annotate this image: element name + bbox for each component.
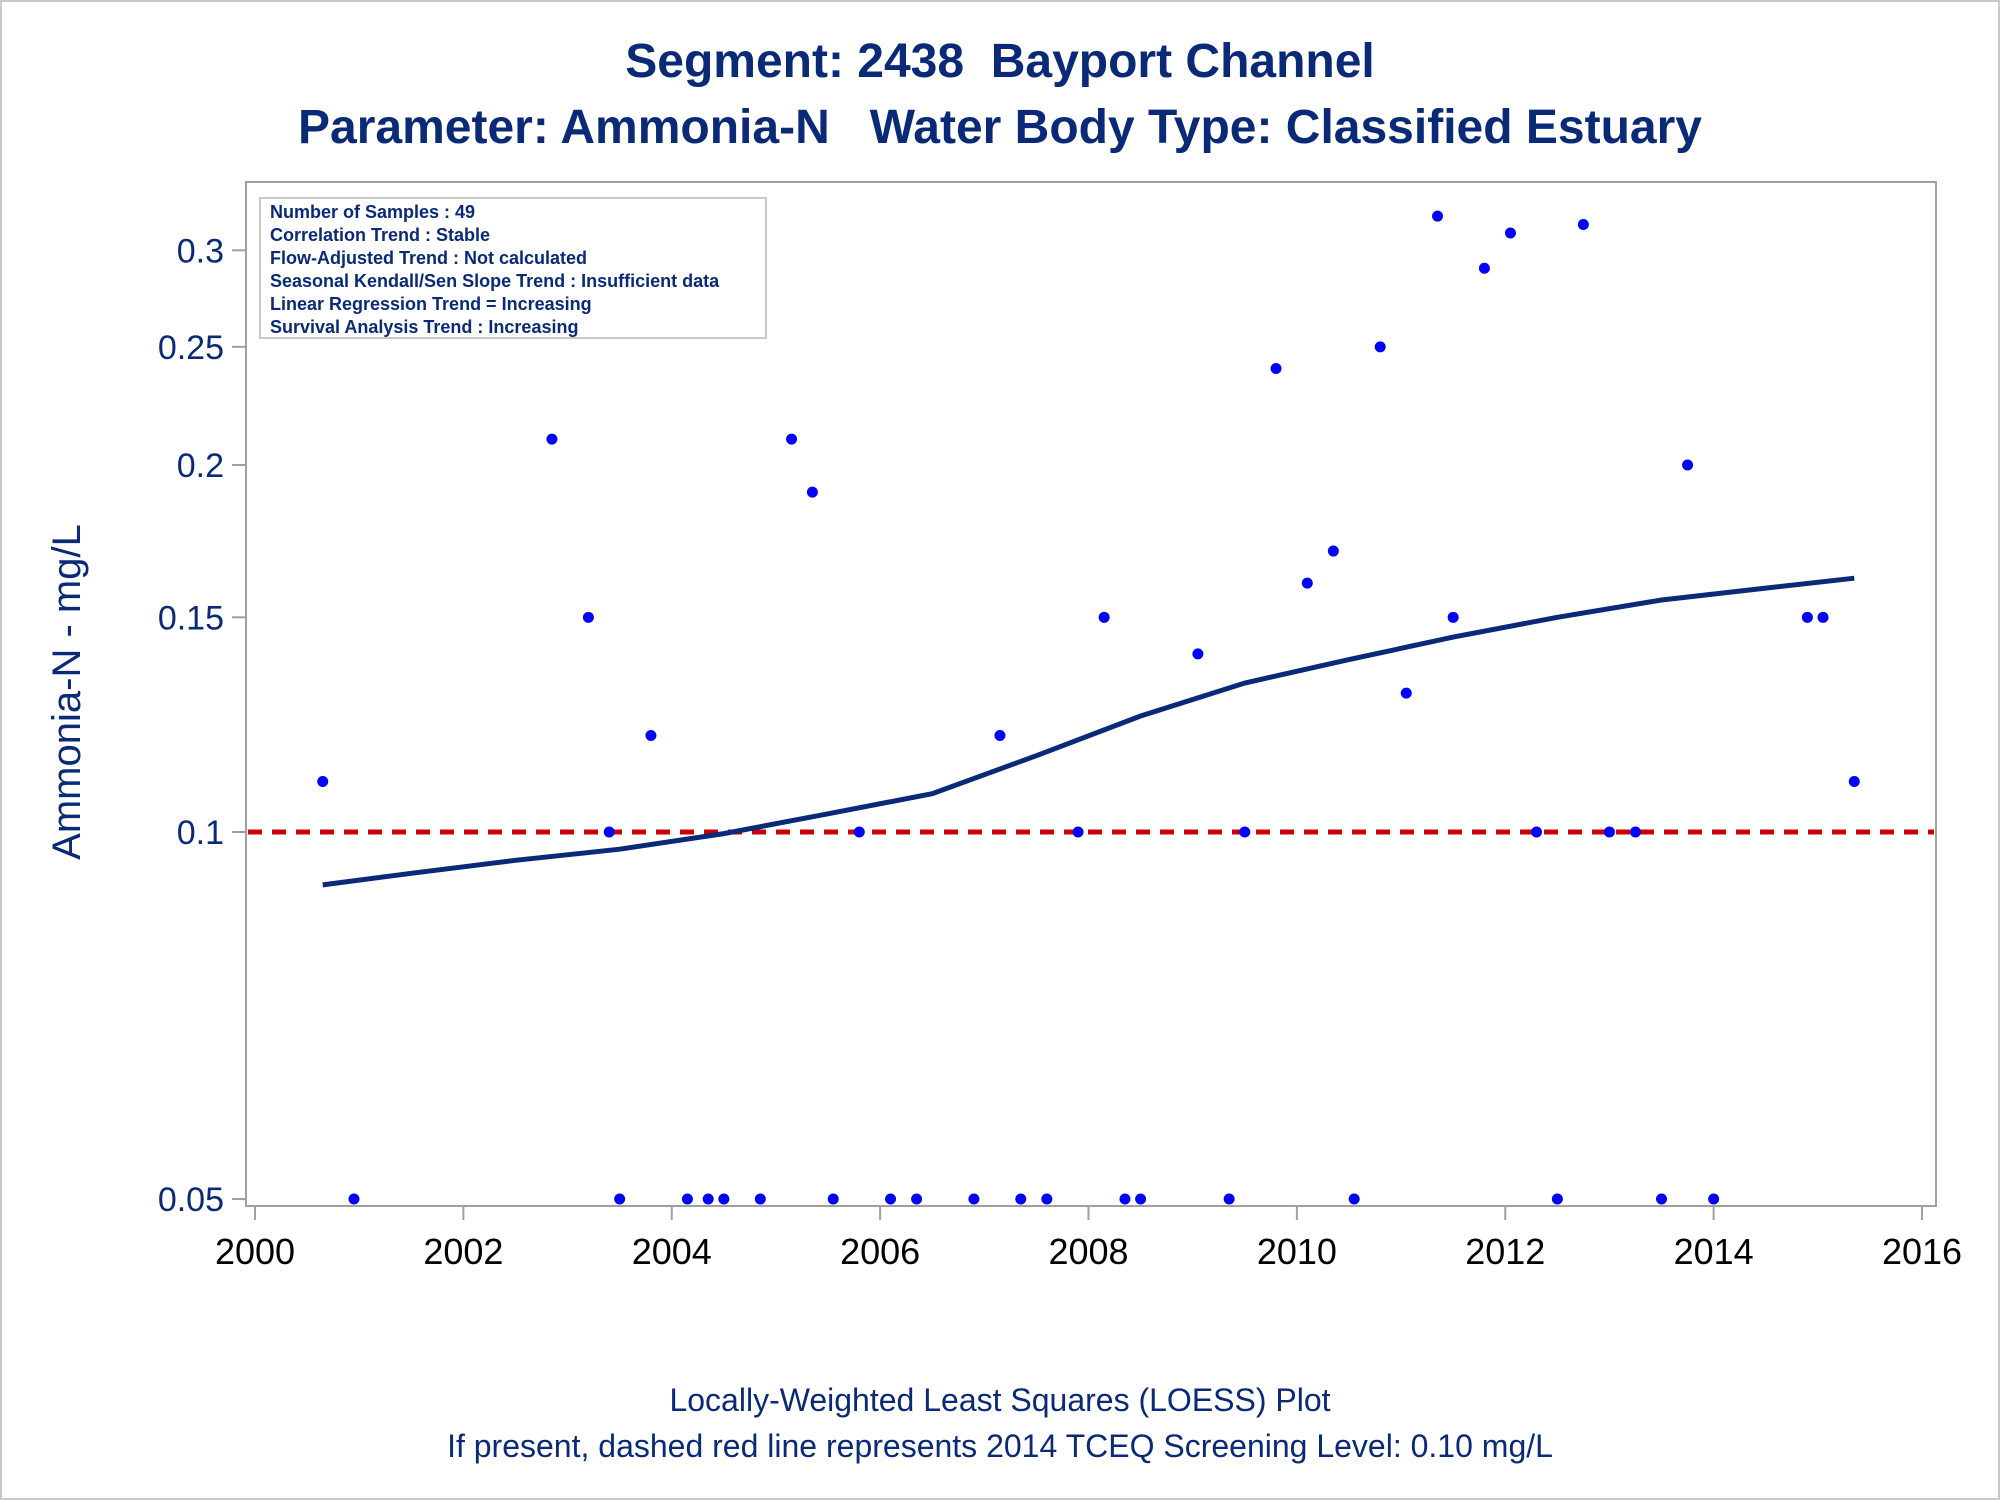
stats-line: Survival Analysis Trend : Increasing (270, 317, 578, 337)
data-point (546, 433, 558, 445)
data-point (1119, 1193, 1131, 1205)
data-point (1656, 1193, 1668, 1205)
data-point (1682, 459, 1694, 471)
data-point (603, 826, 615, 838)
plot-frame (245, 181, 1937, 1207)
data-point (1531, 826, 1543, 838)
data-point (1708, 1193, 1720, 1205)
data-point (317, 776, 329, 788)
data-point (1239, 826, 1251, 838)
data-point (1848, 776, 1860, 788)
y-tick-label: 0.25 (158, 329, 224, 367)
data-point (614, 1193, 626, 1205)
data-point (968, 1193, 980, 1205)
y-tick-label: 0.1 (177, 814, 224, 852)
x-tick-label: 2014 (1674, 1231, 1754, 1272)
x-tick-label: 2002 (423, 1231, 503, 1272)
data-point (1577, 218, 1589, 230)
data-point (1504, 227, 1516, 239)
data-point (1015, 1193, 1027, 1205)
data-point (702, 1193, 714, 1205)
data-point (1551, 1193, 1563, 1205)
y-axis-title: Ammonia-N - mg/L (45, 524, 89, 860)
data-point (1374, 341, 1386, 353)
data-point (1478, 262, 1490, 274)
data-point (1223, 1193, 1235, 1205)
stats-line: Number of Samples : 49 (270, 202, 475, 222)
data-point (754, 1193, 766, 1205)
y-tick-label: 0.05 (158, 1181, 224, 1219)
data-point (1270, 362, 1282, 374)
stats-line: Linear Regression Trend = Increasing (270, 294, 592, 314)
data-point (1192, 648, 1204, 660)
data-point (1432, 210, 1444, 222)
chart-subtitle: Parameter: Ammonia-N Water Body Type: Cl… (298, 101, 1702, 154)
stats-box: Number of Samples : 49 Correlation Trend… (259, 197, 767, 339)
data-point (1041, 1193, 1053, 1205)
data-point (582, 611, 594, 623)
x-tick-label: 2006 (840, 1231, 920, 1272)
stats-line: Flow-Adjusted Trend : Not calculated (270, 248, 587, 268)
data-point (1817, 611, 1829, 623)
data-point (1801, 611, 1813, 623)
x-tick-label: 2016 (1882, 1231, 1962, 1272)
data-point (1603, 826, 1615, 838)
footnote-screening: If present, dashed red line represents 2… (447, 1428, 1553, 1464)
data-point (994, 729, 1006, 741)
data-point (1135, 1193, 1147, 1205)
data-point (1098, 611, 1110, 623)
data-point (1447, 611, 1459, 623)
data-point (348, 1193, 360, 1205)
loess-curve (322, 575, 1855, 888)
data-point (681, 1193, 693, 1205)
data-point (1072, 826, 1084, 838)
data-point (885, 1193, 897, 1205)
footnote-method: Locally-Weighted Least Squares (LOESS) P… (669, 1382, 1331, 1418)
x-tick-label: 2000 (215, 1231, 295, 1272)
data-point (1629, 826, 1641, 838)
data-point (718, 1193, 730, 1205)
y-tick-label: 0.15 (158, 599, 224, 637)
x-tick-label: 2012 (1465, 1231, 1545, 1272)
data-point (911, 1193, 923, 1205)
data-point (806, 486, 818, 498)
data-point (786, 433, 798, 445)
data-points (317, 210, 1860, 1205)
data-point (827, 1193, 839, 1205)
data-point (1348, 1193, 1360, 1205)
data-point (853, 826, 865, 838)
data-point (645, 729, 657, 741)
data-point (1327, 545, 1339, 557)
y-tick-label: 0.2 (177, 447, 224, 485)
y-tick-label: 0.3 (177, 232, 224, 270)
x-tick-label: 2004 (632, 1231, 712, 1272)
chart-title: Segment: 2438 Bayport Channel (625, 35, 1375, 88)
stats-line: Correlation Trend : Stable (270, 225, 490, 245)
stats-line: Seasonal Kendall/Sen Slope Trend : Insuf… (270, 271, 720, 291)
stats-box-frame (259, 197, 767, 339)
y-axis: 0.05 0.1 0.15 0.2 0.25 0.3 (158, 232, 246, 1219)
x-tick-label: 2008 (1048, 1231, 1128, 1272)
x-tick-label: 2010 (1257, 1231, 1337, 1272)
x-axis: 2000 2002 2004 2006 2008 2010 2012 2014 2016 (215, 1206, 1962, 1272)
data-point (1400, 687, 1412, 699)
data-point (1301, 577, 1313, 589)
